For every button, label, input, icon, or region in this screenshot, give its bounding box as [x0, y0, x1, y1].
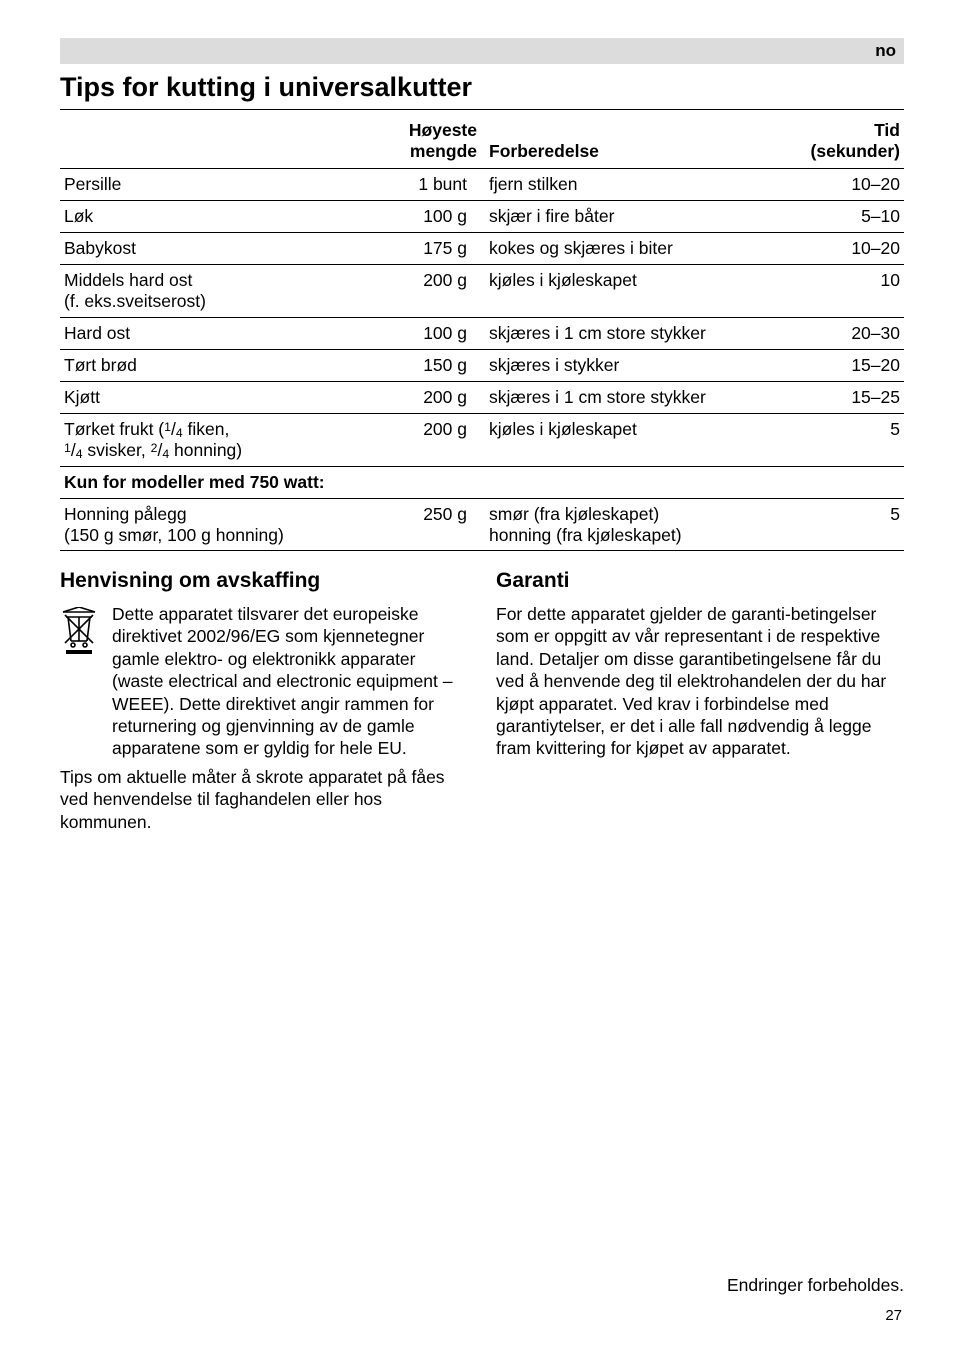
table-row: Middels hard ost(f. eks.sveitserost)200 …: [60, 265, 904, 318]
table-section-heading-row: Kun for modeller med 750 watt:: [60, 467, 904, 499]
cell-item: Løk: [60, 201, 340, 233]
cell-time: 5–10: [794, 201, 904, 233]
col-prep: Forberedelse: [485, 114, 794, 169]
cell-qty: 200 g: [340, 382, 485, 414]
cell-item: Persille: [60, 169, 340, 201]
col-item: [60, 114, 340, 169]
cell-time: 20–30: [794, 318, 904, 350]
cell-qty: 200 g: [340, 265, 485, 318]
cell-prep: smør (fra kjøleskapet)honning (fra kjøle…: [485, 499, 794, 552]
cell-item: Babykost: [60, 233, 340, 265]
cell-prep: skjæres i 1 cm store stykker: [485, 318, 794, 350]
table-row: Hard ost100 gskjæres i 1 cm store stykke…: [60, 318, 904, 350]
col-qty: Høyeste mengde: [340, 114, 485, 169]
cell-time: 10: [794, 265, 904, 318]
page-number: 27: [885, 1307, 902, 1324]
cell-item: Tørket frukt (1/4 fiken,1/4 svisker, 2/4…: [60, 414, 340, 467]
cell-item: Middels hard ost(f. eks.sveitserost): [60, 265, 340, 318]
disposal-title: Henvisning om avskaffing: [60, 569, 468, 593]
cell-prep: skjæres i 1 cm store stykker: [485, 382, 794, 414]
cell-qty: 150 g: [340, 350, 485, 382]
cell-time: 5: [794, 414, 904, 467]
page-title: Tips for kutting i universalkutter: [60, 72, 904, 103]
cell-item: Hard ost: [60, 318, 340, 350]
language-code: no: [875, 41, 896, 61]
cell-qty: 1 bunt: [340, 169, 485, 201]
warranty-column: Garanti For dette apparatet gjelder de g…: [496, 569, 904, 833]
cell-prep: skjær i fire båter: [485, 201, 794, 233]
cell-prep: kjøles i kjøleskapet: [485, 414, 794, 467]
table-bottom-rule: [60, 550, 904, 551]
cell-item: Kjøtt: [60, 382, 340, 414]
cell-prep: skjæres i stykker: [485, 350, 794, 382]
weee-icon: [60, 607, 100, 660]
cell-prep: kjøles i kjøleskapet: [485, 265, 794, 318]
cell-item: Tørt brød: [60, 350, 340, 382]
cell-qty: 200 g: [340, 414, 485, 467]
cell-empty: [340, 467, 485, 499]
cell-time: 5: [794, 499, 904, 552]
cell-item: Honning pålegg(150 g smør, 100 g honning…: [60, 499, 340, 552]
warranty-title: Garanti: [496, 569, 904, 593]
cell-time: 15–25: [794, 382, 904, 414]
cell-qty: 175 g: [340, 233, 485, 265]
cell-qty: 100 g: [340, 201, 485, 233]
section-heading: Kun for modeller med 750 watt:: [60, 467, 340, 499]
cell-empty: [794, 467, 904, 499]
footer-note: Endringer forbeholdes.: [727, 1275, 904, 1296]
disposal-below-paragraph: Tips om aktuelle måter å skrote apparate…: [60, 766, 468, 833]
cutting-tips-table: Høyeste mengde Forberedelse Tid (sekunde…: [60, 114, 904, 551]
cell-qty: 100 g: [340, 318, 485, 350]
table-header-row: Høyeste mengde Forberedelse Tid (sekunde…: [60, 114, 904, 169]
cell-time: 10–20: [794, 169, 904, 201]
table-row: Persille1 buntfjern stilken10–20: [60, 169, 904, 201]
table-row: Tørket frukt (1/4 fiken,1/4 svisker, 2/4…: [60, 414, 904, 467]
cell-time: 15–20: [794, 350, 904, 382]
header-bar: no: [60, 38, 904, 64]
disposal-column: Henvisning om avskaffing: [60, 569, 468, 833]
cell-empty: [485, 467, 794, 499]
col-time: Tid (sekunder): [794, 114, 904, 169]
warranty-paragraph: For dette apparatet gjelder de garanti-b…: [496, 603, 904, 760]
table-top-rule: [60, 109, 904, 110]
table-row: Honning pålegg(150 g smør, 100 g honning…: [60, 499, 904, 552]
two-column-section: Henvisning om avskaffing: [60, 569, 904, 833]
cell-qty: 250 g: [340, 499, 485, 552]
table-row: Babykost175 gkokes og skjæres i biter10–…: [60, 233, 904, 265]
disposal-icon-paragraph: Dette apparatet tilsvarer det europeiske…: [112, 603, 468, 760]
cell-prep: kokes og skjæres i biter: [485, 233, 794, 265]
table-row: Tørt brød150 gskjæres i stykker15–20: [60, 350, 904, 382]
table-row: Løk100 gskjær i fire båter5–10: [60, 201, 904, 233]
cell-prep: fjern stilken: [485, 169, 794, 201]
cell-time: 10–20: [794, 233, 904, 265]
table-row: Kjøtt200 gskjæres i 1 cm store stykker15…: [60, 382, 904, 414]
